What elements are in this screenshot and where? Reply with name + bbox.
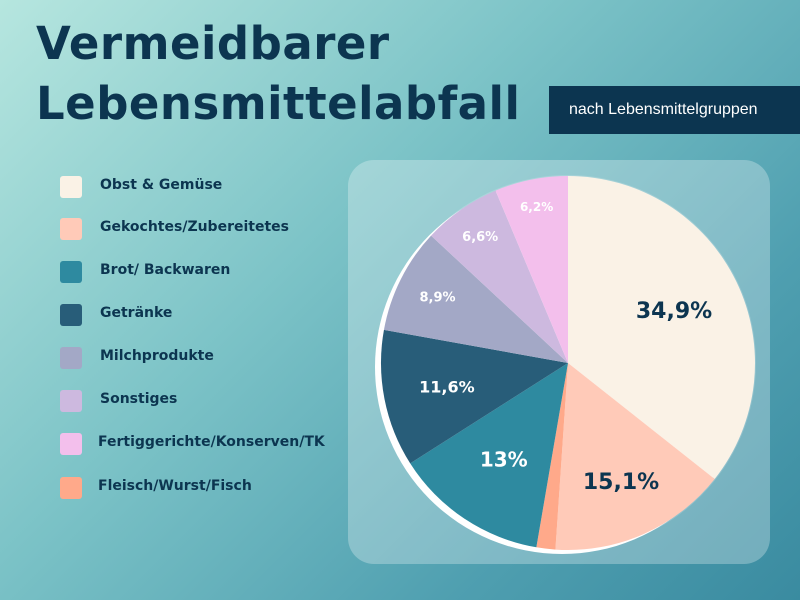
legend-swatch <box>60 261 82 283</box>
legend-item: Milchprodukte <box>58 345 358 371</box>
pie-slice <box>495 176 568 363</box>
title-line-2: Lebensmittelabfall <box>36 77 521 130</box>
legend-item: Fertiggerichte/Konserven/TK <box>58 431 358 457</box>
legend-label: Gekochtes/Zubereitetes <box>100 219 289 235</box>
legend-swatch <box>60 433 82 455</box>
legend-item: Fleisch/Wurst/Fisch <box>58 475 358 501</box>
legend-label: Milchprodukte <box>100 348 214 364</box>
legend-item: Brot/ Backwaren <box>58 259 358 285</box>
title-line-1: Vermeidbarer <box>36 17 390 70</box>
pie-slice-label: 6,6% <box>462 230 498 245</box>
pie-slice <box>568 176 756 479</box>
pie-slice-label: 11,6% <box>419 377 475 396</box>
subtitle-text: nach Lebensmittelgruppen <box>569 101 758 118</box>
legend-label: Fleisch/Wurst/Fisch <box>98 478 252 494</box>
pie-slice <box>381 329 568 464</box>
legend-item: Sonstiges <box>58 388 358 414</box>
legend-label: Fertiggerichte/Konserven/TK <box>98 434 325 450</box>
legend-swatch <box>60 477 82 499</box>
legend-swatch <box>60 176 82 198</box>
legend-item: Obst & Gemüse <box>58 174 358 200</box>
legend-label: Obst & Gemüse <box>100 177 223 193</box>
pie-slice <box>410 363 568 548</box>
pie-slice <box>383 235 568 363</box>
legend-swatch <box>60 304 82 326</box>
pie-slice-label: 6,2% <box>520 200 553 214</box>
chart-title: Vermeidbarer Lebensmittelabfall <box>36 14 520 134</box>
pie-slice-label: 15,1% <box>583 470 659 495</box>
pie-slice <box>536 363 568 550</box>
legend-item: Gekochtes/Zubereitetes <box>58 216 358 242</box>
legend-swatch <box>60 347 82 369</box>
legend-swatch <box>60 218 82 240</box>
legend-label: Getränke <box>100 305 173 321</box>
pie-slice-label: 8,9% <box>420 290 456 305</box>
legend-item: Getränke <box>58 302 358 328</box>
legend-swatch <box>60 390 82 412</box>
pie-slice <box>431 190 568 363</box>
legend-label: Brot/ Backwaren <box>100 262 231 278</box>
pie-slice-label: 34,9% <box>636 299 712 324</box>
legend-label: Sonstiges <box>100 391 178 407</box>
pie-slice <box>555 363 715 550</box>
subtitle-badge: nach Lebensmittelgruppen <box>549 86 800 134</box>
pie-slice-label: 13% <box>480 448 528 472</box>
